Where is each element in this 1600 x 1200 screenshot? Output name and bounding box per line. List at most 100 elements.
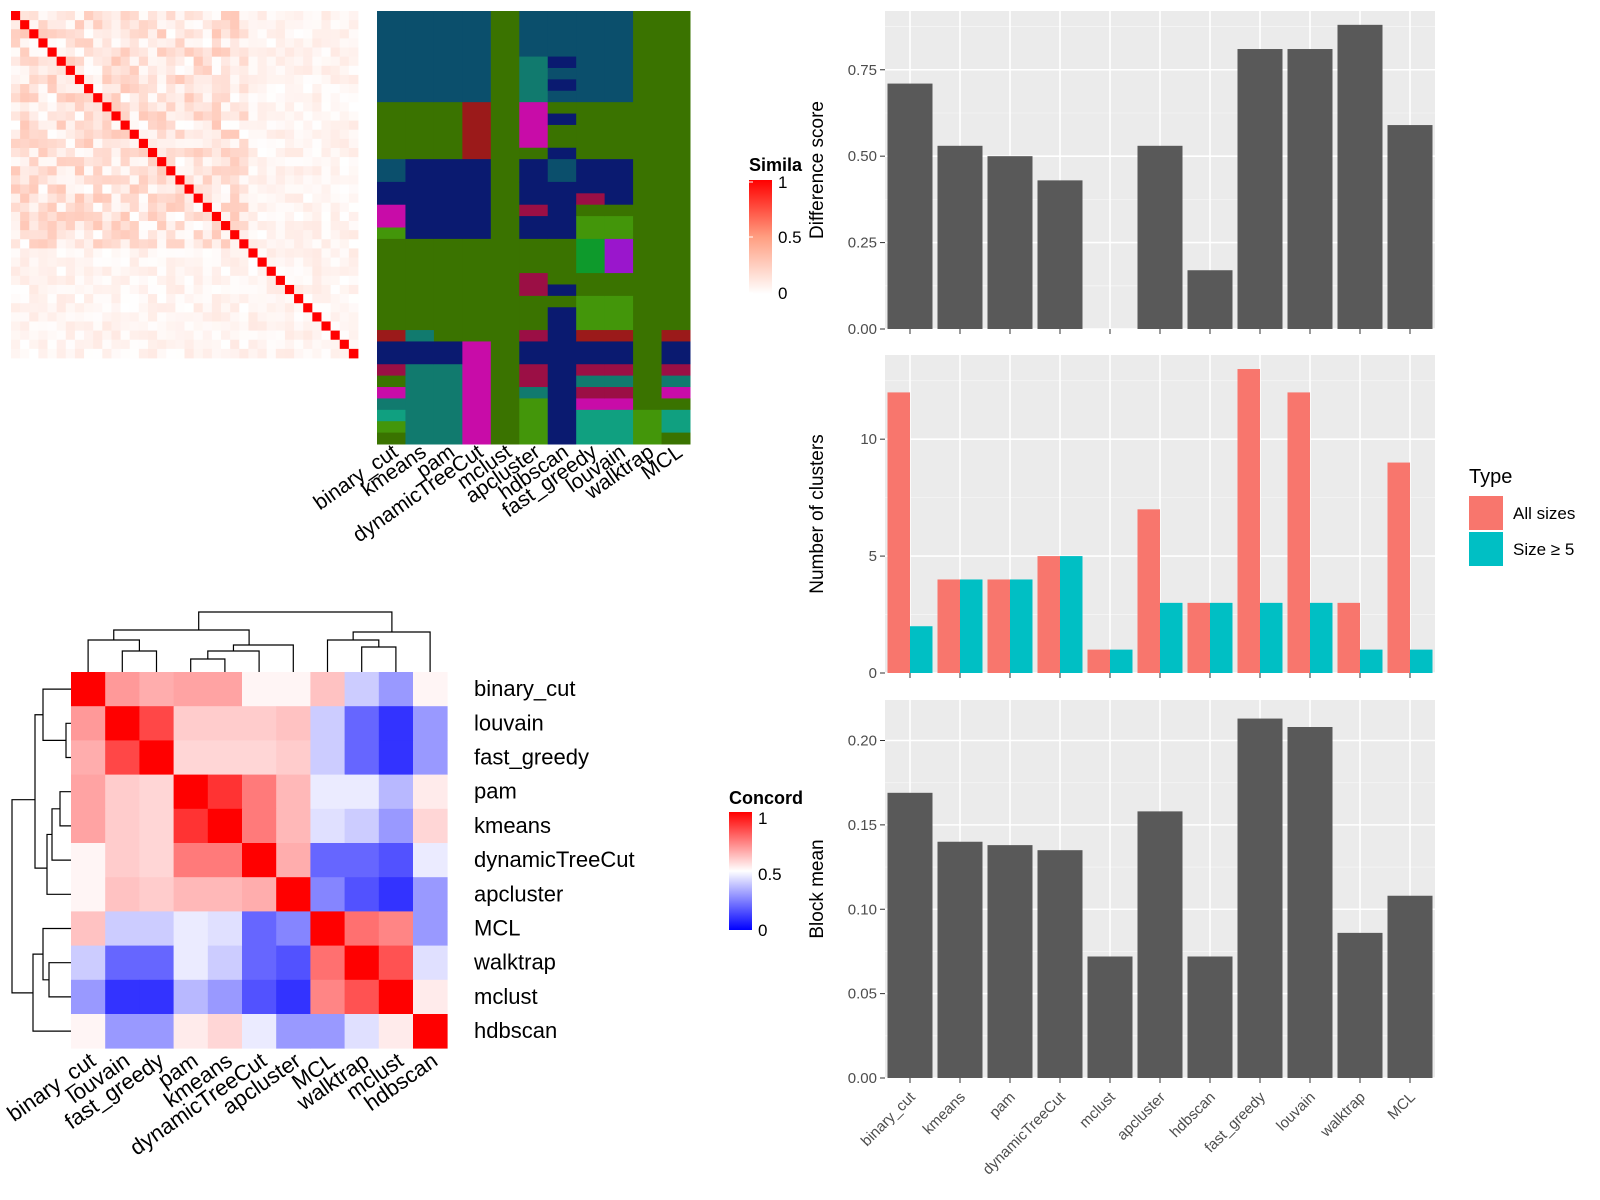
similarity-cell	[257, 221, 268, 231]
similarity-cell	[138, 157, 149, 167]
similarity-cell	[211, 202, 222, 213]
concordance-cell	[139, 808, 174, 844]
similarity-cell	[111, 47, 121, 58]
bar-size-5	[1210, 602, 1233, 673]
similarity-cell	[184, 303, 195, 313]
similarity-cell	[330, 111, 341, 121]
similarity-cell	[29, 184, 39, 195]
similarity-cell	[157, 348, 167, 359]
bar	[1337, 24, 1383, 330]
similarity-cell	[193, 303, 204, 313]
similarity-cell	[11, 175, 21, 185]
similarity-cell	[166, 294, 176, 304]
similarity-cell	[284, 65, 295, 76]
cluster-cell	[377, 409, 406, 422]
similarity-cell	[230, 20, 240, 30]
similarity-cell	[184, 166, 195, 176]
similarity-cell	[266, 129, 277, 140]
similarity-cell	[157, 74, 167, 85]
similarity-cell	[11, 248, 21, 258]
similarity-cell	[312, 120, 322, 131]
similarity-cell	[29, 102, 39, 112]
similarity-cell	[138, 275, 149, 286]
similarity-cell	[266, 65, 277, 76]
similarity-cell	[20, 138, 30, 149]
concordance-cell	[173, 706, 209, 741]
similarity-cell	[202, 47, 213, 58]
similarity-cell	[29, 294, 39, 304]
similarity-cell	[193, 56, 204, 67]
concordance-cell	[413, 877, 448, 912]
similarity-cell	[248, 138, 258, 149]
similarity-cell	[275, 202, 286, 213]
similarity-cell	[74, 330, 85, 341]
similarity-cell	[166, 239, 176, 249]
similarity-cell	[257, 138, 268, 149]
similarity-cell	[348, 230, 359, 240]
similarity-cell	[221, 93, 231, 103]
similarity-cell	[284, 321, 295, 332]
dendrogram-branch	[65, 722, 71, 759]
similarity-cell	[202, 111, 213, 121]
concordance-cell	[413, 774, 448, 810]
concordance-cell	[310, 706, 345, 741]
similarity-cell	[74, 312, 85, 322]
concordance-legend-bar	[729, 812, 752, 930]
similarity-cell	[294, 74, 304, 85]
bar-all-sizes	[1187, 602, 1210, 673]
similarity-cell	[65, 56, 76, 67]
similarity-cell	[65, 312, 76, 322]
similarity-cell	[147, 56, 158, 67]
similarity-cell	[111, 93, 121, 103]
similarity-cell	[93, 294, 103, 304]
similarity-cell	[120, 184, 131, 195]
similarity-cell	[193, 166, 204, 176]
similarity-cell	[248, 248, 258, 258]
cluster-cell	[405, 102, 435, 160]
similarity-cell	[138, 202, 149, 213]
similarity-cell	[266, 175, 277, 185]
similarity-cell	[175, 65, 185, 76]
similarity-cell	[102, 184, 112, 195]
concordance-cell	[173, 843, 209, 878]
similarity-cell	[65, 248, 76, 258]
concordance-cell	[105, 843, 140, 878]
dendrogram-branch	[190, 658, 226, 672]
similarity-cell	[339, 138, 350, 149]
similarity-cell	[348, 65, 359, 76]
similarity-cell	[11, 129, 21, 140]
similarity-cell	[348, 111, 359, 121]
similarity-cell	[193, 84, 204, 94]
similarity-cell	[184, 211, 195, 222]
similarity-cell	[38, 294, 48, 304]
similarity-cell	[239, 20, 249, 30]
similarity-cell	[111, 248, 121, 258]
similarity-cell	[257, 111, 268, 121]
similarity-cell	[129, 29, 140, 39]
similarity-cell	[157, 312, 167, 322]
similarity-cell	[348, 330, 359, 341]
similarity-cell	[230, 56, 240, 67]
similarity-cell	[211, 275, 222, 286]
similarity-cell	[303, 193, 313, 204]
similarity-cell	[312, 157, 322, 167]
similarity-cell	[230, 239, 240, 249]
similarity-cell	[111, 230, 121, 240]
similarity-cell	[221, 20, 231, 30]
cluster-cell	[576, 387, 606, 399]
similarity-cell	[275, 129, 286, 140]
x-tick-label: apcluster	[1114, 1089, 1169, 1144]
similarity-cell	[211, 221, 222, 231]
similarity-cell	[230, 230, 240, 240]
similarity-cell	[93, 65, 103, 76]
bar-size-5	[1060, 556, 1083, 673]
similarity-cell	[11, 348, 21, 359]
similarity-cell	[312, 294, 322, 304]
similarity-cell	[175, 138, 185, 149]
similarity-cell	[138, 175, 149, 185]
similarity-cell	[29, 303, 39, 313]
cluster-cell	[377, 102, 406, 160]
similarity-cell	[166, 157, 176, 167]
cluster-cell	[576, 295, 606, 331]
similarity-cell	[266, 56, 277, 67]
